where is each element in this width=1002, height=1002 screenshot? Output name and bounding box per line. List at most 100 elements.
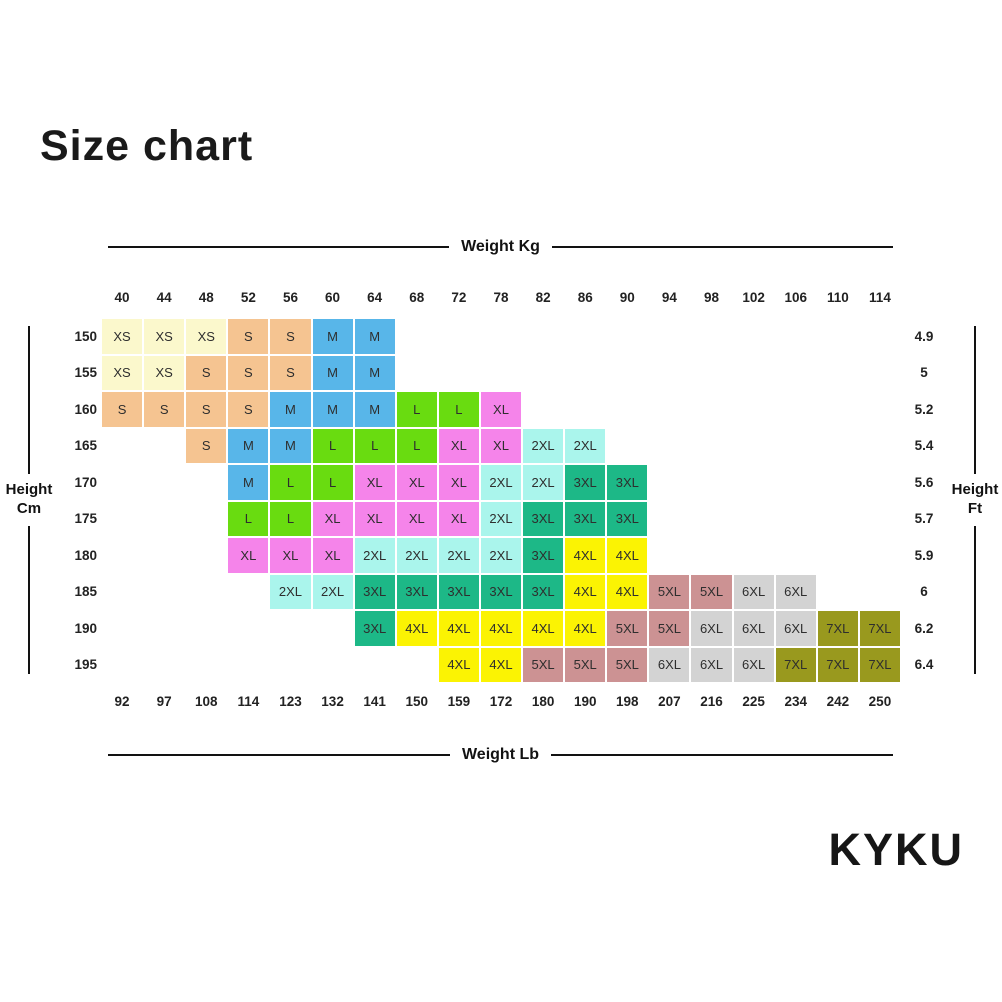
size-cell: 3XL	[522, 573, 565, 610]
ft-row-label: 6	[920, 584, 928, 600]
ft-row-label: 6.4	[914, 657, 934, 673]
empty-cell	[733, 428, 775, 465]
lb-footer-value: 97	[156, 694, 172, 709]
height-cm-axis: Height Cm	[1, 326, 57, 674]
brand-logo: KYKU	[828, 824, 964, 875]
size-cell: L	[269, 464, 312, 501]
ft-label-column: 4.9 5 5.2 5.4 5.6 5.7 5.9 6 6.2 6.4	[903, 318, 945, 683]
size-cell: 4XL	[606, 573, 649, 610]
ft-row-label: 5.7	[914, 511, 934, 527]
kg-header-value: 60	[325, 290, 341, 305]
size-cell: XL	[269, 537, 312, 574]
height-ft-axis: Height Ft	[947, 326, 1002, 674]
axis-rule-bottom	[28, 525, 30, 674]
size-cell: 2XL	[522, 464, 565, 501]
size-cell: 6XL	[732, 610, 775, 647]
empty-cell	[143, 610, 185, 647]
size-cell: XL	[437, 427, 480, 464]
empty-cell	[859, 464, 901, 501]
size-cell: S	[185, 354, 228, 391]
size-cell: M	[227, 427, 270, 464]
size-cell: 3XL	[522, 537, 565, 574]
page-title: Size chart	[40, 122, 254, 170]
size-cell: S	[269, 354, 312, 391]
size-cell: 2XL	[522, 427, 565, 464]
size-cell: XL	[395, 500, 438, 537]
weight-kg-label: Weight Kg	[461, 238, 540, 255]
empty-cell	[564, 318, 606, 355]
size-cell: 3XL	[606, 464, 649, 501]
empty-cell	[859, 428, 901, 465]
size-cell: XL	[311, 500, 354, 537]
lb-footer-value: 132	[321, 694, 344, 709]
empty-cell	[101, 647, 143, 684]
empty-cell	[564, 391, 606, 428]
size-cell: 2XL	[269, 573, 312, 610]
size-cell: 2XL	[479, 537, 523, 574]
empty-cell	[733, 537, 775, 574]
cm-label-column: 150 155 160 165 170 175 180 185 190 195	[50, 318, 97, 683]
ft-row-label: 6.2	[914, 620, 934, 636]
empty-cell	[690, 355, 732, 392]
size-cell: XS	[101, 318, 144, 355]
kg-header-value: 64	[367, 290, 383, 305]
empty-cell	[564, 355, 606, 392]
size-cell: 2XL	[311, 573, 354, 610]
size-cell: XS	[143, 318, 186, 355]
empty-cell	[775, 501, 817, 538]
empty-cell	[648, 501, 690, 538]
size-cell: 2XL	[395, 537, 438, 574]
empty-cell	[606, 318, 648, 355]
size-cell: 5XL	[606, 610, 649, 647]
size-cell: 3XL	[353, 573, 396, 610]
kg-header-value: 82	[535, 290, 551, 305]
axis-rule-top	[28, 326, 30, 475]
size-cell: 6XL	[690, 610, 733, 647]
kg-header-value: 56	[282, 290, 298, 305]
empty-cell	[690, 318, 732, 355]
empty-cell	[522, 318, 564, 355]
empty-cell	[101, 537, 143, 574]
kg-header-value: 110	[826, 290, 849, 305]
size-cell: 3XL	[353, 610, 396, 647]
axis-rule-bottom	[974, 525, 976, 674]
empty-cell	[227, 574, 269, 611]
size-cell: 5XL	[648, 573, 691, 610]
lb-footer-value: 150	[405, 694, 429, 709]
weight-kg-axis: Weight Kg	[108, 238, 893, 256]
empty-cell	[143, 574, 185, 611]
size-cell: 2XL	[564, 427, 607, 464]
size-cell: 4XL	[522, 610, 565, 647]
empty-cell	[775, 428, 817, 465]
cm-row-label: 170	[74, 474, 97, 490]
empty-cell	[185, 610, 227, 647]
empty-cell	[396, 355, 438, 392]
size-cell: 3XL	[437, 573, 480, 610]
empty-cell	[775, 537, 817, 574]
empty-cell	[733, 318, 775, 355]
axis-rule-top	[974, 326, 976, 475]
height-cm-label: Height Cm	[6, 481, 53, 519]
size-cell: 4XL	[479, 646, 523, 683]
lb-footer-value: 216	[700, 694, 723, 709]
size-cell: 5XL	[564, 646, 607, 683]
size-cell: 6XL	[690, 646, 733, 683]
size-cell: 7XL	[858, 646, 901, 683]
size-cell: S	[269, 318, 312, 355]
size-cell: 6XL	[732, 573, 775, 610]
empty-cell	[817, 574, 859, 611]
size-cell: 7XL	[774, 646, 817, 683]
empty-cell	[101, 428, 143, 465]
empty-cell	[775, 391, 817, 428]
size-cell: XS	[185, 318, 228, 355]
size-cell: L	[227, 500, 270, 537]
size-grid: XS XS XS S S M M XS XS S S S M M S S S S M M M L L XL S M M L L L XL XL…	[101, 318, 901, 683]
size-cell: XL	[437, 500, 480, 537]
cm-row-label: 165	[74, 438, 97, 454]
size-cell: 3XL	[564, 500, 607, 537]
size-cell: 5XL	[522, 646, 565, 683]
empty-cell	[859, 391, 901, 428]
empty-cell	[185, 647, 227, 684]
kg-header-row: 40 44 48 52 56 60 64 68 72 78 82 86 90 94 98 102 106 110 1…	[101, 290, 901, 305]
empty-cell	[606, 391, 648, 428]
